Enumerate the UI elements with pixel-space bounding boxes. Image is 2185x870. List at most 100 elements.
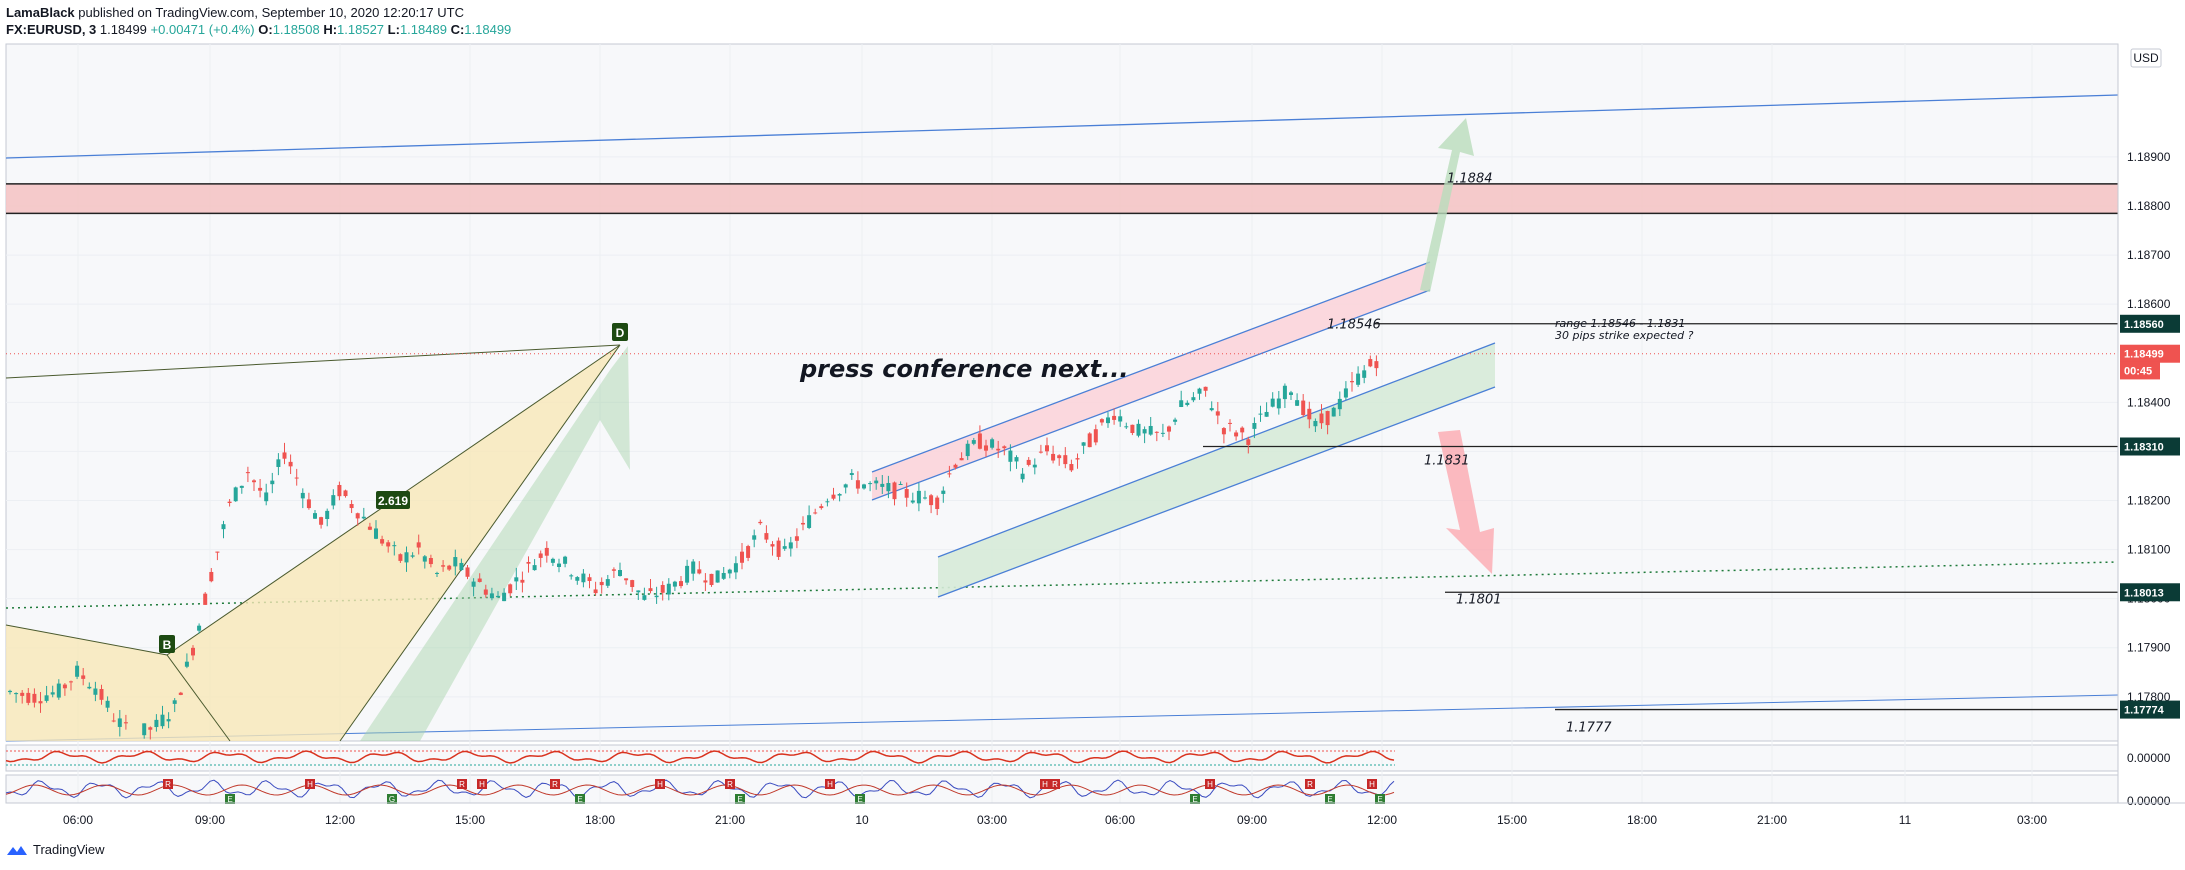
label-1-1884: 1.1884 bbox=[1447, 171, 1493, 186]
candle-body bbox=[1234, 432, 1239, 437]
candle-body bbox=[587, 577, 592, 581]
candle-body bbox=[1118, 416, 1123, 422]
currency-badge bbox=[2130, 48, 2162, 68]
candle-body bbox=[465, 567, 470, 577]
publish-date: published on TradingView.com, September … bbox=[78, 5, 464, 20]
oscillator-badge bbox=[1205, 779, 1215, 789]
candle-body bbox=[252, 480, 256, 483]
candle-body bbox=[166, 719, 171, 722]
candle-body bbox=[1270, 398, 1275, 407]
candle-body bbox=[203, 593, 208, 605]
oscillator-badge bbox=[1325, 794, 1335, 804]
candle-body bbox=[977, 433, 982, 449]
symbol-ohlc-row: FX:EURUSD, 3 1.18499 +0.00471 (+0.4%) O:… bbox=[6, 22, 511, 37]
candle-body bbox=[14, 693, 19, 695]
candle-body bbox=[874, 480, 879, 484]
candle-body bbox=[1350, 381, 1354, 383]
candle-body bbox=[1228, 422, 1232, 424]
candle-body bbox=[1148, 425, 1153, 435]
oscillator-badge-label: R bbox=[165, 780, 171, 789]
channel-lower-top-line bbox=[937, 342, 1496, 558]
candle-body bbox=[117, 718, 122, 727]
candle-body bbox=[666, 583, 671, 595]
oscillator-badge bbox=[575, 794, 585, 804]
candle-body bbox=[62, 684, 67, 689]
candle-body bbox=[923, 497, 927, 499]
candle-body bbox=[1276, 398, 1281, 409]
candle-body bbox=[477, 578, 482, 582]
author-name[interactable]: LamaBlack bbox=[6, 5, 75, 20]
candle-body bbox=[990, 439, 995, 448]
candle-body bbox=[959, 458, 964, 461]
oscillator-badge-label: H bbox=[479, 780, 485, 789]
channel-mid-line bbox=[871, 289, 1431, 501]
candle-body bbox=[1295, 400, 1300, 406]
candle-body bbox=[404, 552, 409, 563]
candle-body bbox=[752, 535, 757, 540]
oscillator-pane-2 bbox=[5, 774, 2119, 804]
candle-body bbox=[276, 459, 281, 467]
candle-body bbox=[380, 539, 385, 544]
price-axis bbox=[2118, 44, 2185, 804]
candle-body bbox=[1325, 411, 1330, 426]
brand-footer[interactable]: TradingView bbox=[6, 842, 105, 857]
candle-body bbox=[300, 492, 305, 499]
candle-body bbox=[428, 558, 433, 565]
price-tag bbox=[2120, 344, 2180, 363]
candle-body bbox=[1051, 453, 1056, 461]
price-tick-label: 1.17900 bbox=[2127, 641, 2171, 655]
candle-body bbox=[825, 501, 830, 503]
harmonic-point-badge bbox=[159, 635, 175, 653]
candle-body bbox=[1020, 473, 1025, 480]
candle-body bbox=[776, 540, 781, 557]
candle-body bbox=[142, 723, 147, 736]
candle-body bbox=[184, 661, 189, 667]
open-value: 1.18508 bbox=[272, 22, 320, 37]
candle-body bbox=[294, 477, 299, 479]
candle-body bbox=[916, 490, 921, 504]
candle-body bbox=[819, 506, 824, 509]
time-tick-label: 06:00 bbox=[1105, 813, 1135, 827]
candle-body bbox=[160, 714, 165, 727]
candle-body bbox=[93, 688, 98, 695]
candle-body bbox=[947, 473, 952, 475]
candle-body bbox=[886, 483, 891, 492]
candle-body bbox=[1093, 429, 1098, 443]
price-tag bbox=[2120, 583, 2180, 602]
candle-body bbox=[892, 482, 897, 500]
candle-body bbox=[87, 686, 92, 689]
candle-body bbox=[831, 494, 836, 499]
publish-info: LamaBlack published on TradingView.com, … bbox=[6, 5, 464, 20]
candle-body bbox=[953, 464, 958, 468]
price-tick-label: 1.18800 bbox=[2127, 199, 2171, 213]
resistance-zone bbox=[6, 183, 2118, 214]
symbol-name[interactable]: FX:EURUSD, 3 bbox=[6, 22, 97, 37]
candle-body bbox=[526, 561, 531, 564]
candle-body bbox=[996, 448, 1001, 451]
candle-body bbox=[8, 690, 12, 693]
channel-bottom-line bbox=[937, 386, 1496, 598]
candle-body bbox=[489, 593, 494, 599]
time-tick-label: 18:00 bbox=[1627, 813, 1657, 827]
candle-body bbox=[575, 577, 580, 581]
oscillator-line-2b bbox=[5, 784, 1395, 796]
oscillator-2-tick: 0.00000 bbox=[2127, 794, 2171, 808]
candle-body bbox=[422, 556, 427, 562]
candle-body bbox=[648, 588, 653, 592]
candle-body bbox=[758, 521, 763, 524]
candle-body bbox=[1032, 464, 1037, 468]
time-tick-label: 09:00 bbox=[195, 813, 225, 827]
oscillator-badge bbox=[1040, 779, 1050, 789]
candle-body bbox=[782, 546, 787, 549]
candle-body bbox=[1130, 424, 1135, 434]
candle-body bbox=[38, 701, 43, 704]
candle-body bbox=[264, 492, 269, 502]
candle-body bbox=[1343, 388, 1348, 398]
price-tag-label: 1.18310 bbox=[2124, 441, 2164, 453]
tradingview-logo-icon bbox=[7, 845, 27, 855]
candle-body bbox=[520, 579, 525, 583]
candle-body bbox=[672, 581, 677, 587]
candle-body bbox=[593, 589, 598, 594]
harmonic-x-d-line bbox=[5, 344, 621, 379]
